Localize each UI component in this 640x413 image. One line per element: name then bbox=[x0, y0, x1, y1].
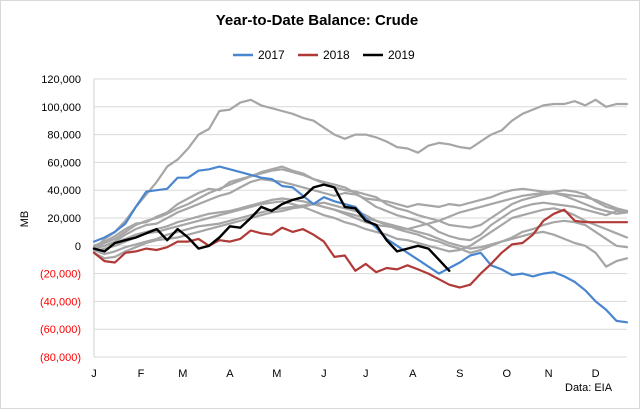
x-tick-label: F bbox=[138, 368, 145, 380]
y-tick-label: 20,000 bbox=[47, 213, 81, 225]
y-tick-label: 100,000 bbox=[41, 102, 81, 114]
x-tick-label: A bbox=[226, 368, 234, 380]
series-line-history bbox=[92, 98, 629, 252]
x-tick-label: J bbox=[321, 368, 327, 380]
legend: 2017 2018 2019 bbox=[233, 48, 415, 62]
series-line-history bbox=[92, 168, 629, 249]
x-tick-label: O bbox=[503, 368, 512, 380]
gridlines bbox=[94, 78, 627, 358]
y-tick-label: 60,000 bbox=[47, 157, 81, 169]
y-axis: 120,000 100,000 80,000 60,000 40,000 20,000 0 (… bbox=[40, 74, 81, 364]
x-tick-label: J bbox=[363, 368, 369, 380]
x-tick-label: A bbox=[409, 368, 417, 380]
y-tick-label: 120,000 bbox=[41, 74, 81, 86]
x-tick-label: M bbox=[178, 368, 187, 380]
y-tick-label: 40,000 bbox=[47, 185, 81, 197]
x-tick-label: M bbox=[272, 368, 281, 380]
y-tick-label: 0 bbox=[75, 241, 81, 253]
y-tick-label: (20,000) bbox=[40, 269, 81, 281]
series-line-2019 bbox=[92, 183, 451, 272]
y-tick-label: (40,000) bbox=[40, 296, 81, 308]
y-tick-label: (60,000) bbox=[40, 324, 81, 336]
series-line-2017 bbox=[92, 165, 629, 324]
legend-label-2018: 2018 bbox=[323, 48, 350, 62]
series-line-history bbox=[92, 189, 629, 256]
x-tick-label: D bbox=[592, 368, 600, 380]
series-line-2018 bbox=[92, 208, 629, 289]
legend-item-2019: 2019 bbox=[363, 48, 415, 62]
source-note: Data: EIA bbox=[565, 382, 613, 394]
chart-title: Year-to-Date Balance: Crude bbox=[216, 12, 419, 29]
series-layer bbox=[92, 98, 629, 324]
series-line-history bbox=[92, 197, 629, 268]
series-line-history bbox=[92, 200, 629, 253]
x-tick-label: S bbox=[456, 368, 463, 380]
legend-label-2017: 2017 bbox=[258, 48, 285, 62]
x-tick-label: J bbox=[91, 368, 97, 380]
series-line-history bbox=[92, 165, 629, 247]
legend-item-2018: 2018 bbox=[298, 48, 350, 62]
legend-item-2017: 2017 bbox=[233, 48, 285, 62]
y-tick-label: 80,000 bbox=[47, 130, 81, 142]
legend-label-2019: 2019 bbox=[388, 48, 415, 62]
y-axis-label: MB bbox=[19, 211, 31, 228]
y-tick-label: (80,000) bbox=[40, 352, 81, 364]
x-tick-label: N bbox=[545, 368, 553, 380]
